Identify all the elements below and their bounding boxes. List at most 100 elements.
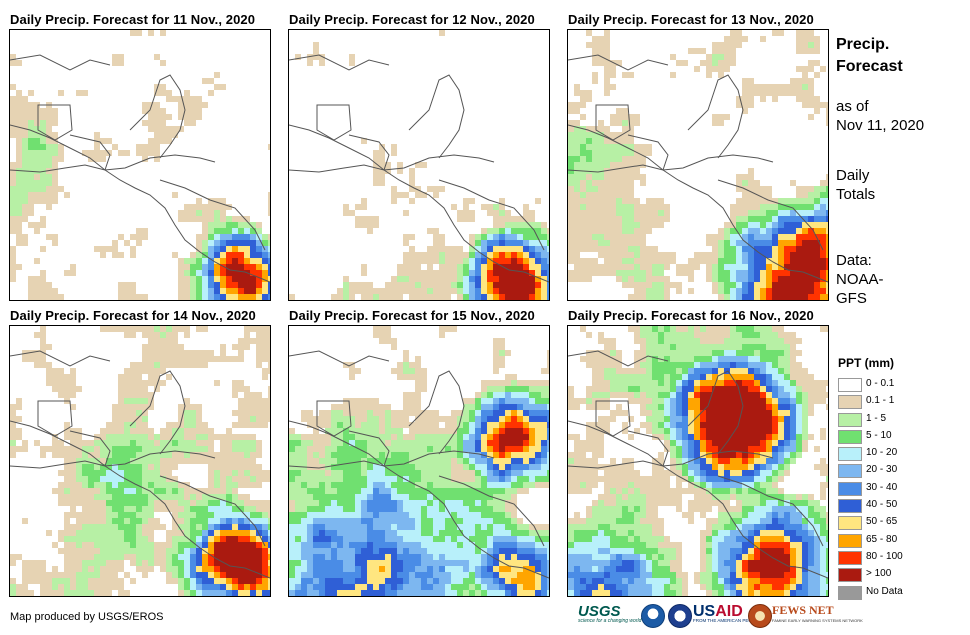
usaid-logo: USAID FROM THE AMERICAN PEOPLE — [693, 603, 760, 629]
coastline-border — [159, 179, 266, 251]
usgs-tagline: science for a changing world — [578, 618, 642, 624]
coastline-border — [438, 179, 545, 251]
forecast-map-nov-16 — [567, 325, 829, 597]
daily-totals-label: Daily Totals — [836, 166, 875, 204]
data-source-line2: NOAA- — [836, 271, 884, 288]
noaa-logo-icon — [641, 604, 665, 628]
panel-title-5: Daily Precip. Forecast for 15 Nov., 2020 — [289, 308, 535, 323]
map-credit: Map produced by USGS/EROS — [10, 611, 164, 623]
data-source-line3: GFS — [836, 290, 867, 307]
forecast-map-nov-15 — [288, 325, 550, 597]
usaid-logo-us: US — [693, 603, 716, 620]
legend-swatch — [838, 447, 862, 462]
forecast-map-nov-14 — [9, 325, 271, 597]
legend-label: 5 - 10 — [866, 429, 892, 441]
coastline-border — [289, 350, 390, 367]
precip-grid — [289, 30, 549, 300]
usaid-logo-aid: AID — [715, 603, 743, 620]
fews-net-logo: FEWS NET FAMINE EARLY WARNING SYSTEMS NE… — [772, 603, 863, 629]
legend-swatch — [838, 464, 862, 479]
data-source-line1: Data: — [836, 252, 872, 269]
usaid-tagline: FROM THE AMERICAN PEOPLE — [693, 618, 761, 623]
daily-totals-line1: Daily — [836, 167, 870, 184]
coastline-border — [348, 134, 390, 171]
coastline-border — [10, 54, 111, 71]
coastline-border — [627, 430, 669, 467]
coastline-border — [408, 74, 465, 159]
coastline-border — [568, 54, 669, 71]
legend-label: 50 - 65 — [866, 516, 898, 528]
coastline-border — [316, 400, 352, 437]
as-of-value: Nov 11, 2020 — [836, 117, 925, 134]
usgs-logo-text: USGS — [578, 603, 621, 620]
legend-label: 20 - 30 — [866, 464, 898, 476]
coastline-border — [69, 430, 111, 467]
usaid-seal-icon — [668, 604, 692, 628]
coastline-border — [568, 350, 669, 367]
legend-swatch — [838, 395, 862, 410]
coastline-border — [289, 54, 390, 71]
coastline-border — [129, 74, 186, 159]
daily-totals-line2: Totals — [836, 186, 876, 203]
precip-grid — [10, 326, 270, 596]
panel-title-6: Daily Precip. Forecast for 16 Nov., 2020 — [568, 308, 814, 323]
legend-swatch — [838, 499, 862, 514]
forecast-map-nov-11 — [9, 29, 271, 301]
sidebar-title: Precip. Forecast — [836, 34, 903, 78]
precip-grid — [568, 326, 828, 596]
fews-net-logo-text: FEWS NET — [772, 603, 834, 617]
forecast-map-nov-12 — [288, 29, 550, 301]
coastline-border — [687, 74, 744, 159]
legend-swatch — [838, 481, 862, 496]
as-of-date: as of Nov 11, 2020 — [836, 97, 924, 135]
legend-swatch — [838, 568, 862, 583]
coastline-border — [438, 475, 545, 547]
coastline-border — [10, 154, 216, 173]
coastline-border — [348, 430, 390, 467]
legend-title: PPT (mm) — [838, 356, 895, 370]
legend-swatch — [838, 429, 862, 444]
coastline-border — [627, 134, 669, 171]
legend-swatch — [838, 378, 862, 392]
legend-label: 65 - 80 — [866, 533, 898, 545]
legend-swatch — [838, 533, 862, 548]
coastline-border — [289, 450, 495, 469]
coastline-border — [568, 420, 828, 579]
panel-title-4: Daily Precip. Forecast for 14 Nov., 2020 — [10, 308, 256, 323]
sidebar-title-line1: Precip. — [836, 36, 890, 53]
coastline-border — [687, 370, 744, 455]
legend-swatch — [838, 516, 862, 531]
fews-net-tagline: FAMINE EARLY WARNING SYSTEMS NETWORK — [772, 618, 863, 623]
legend-label: 40 - 50 — [866, 499, 898, 511]
coastline-border — [37, 104, 73, 141]
forecast-map-nov-13 — [567, 29, 829, 301]
coastline-border — [10, 124, 270, 283]
coastline-border — [595, 104, 631, 141]
coastline-border — [289, 420, 549, 579]
coastline-border — [595, 400, 631, 437]
legend-label: 1 - 5 — [866, 412, 887, 424]
precip-grid — [289, 326, 549, 596]
coastline-border — [568, 450, 774, 469]
coastline-border — [408, 370, 465, 455]
usgs-logo: USGS science for a changing world — [578, 603, 642, 629]
fews-net-seal-icon — [748, 604, 772, 628]
coastline-border — [289, 124, 549, 283]
coastline-border — [159, 475, 266, 547]
coastline-border — [10, 420, 270, 579]
coastline-border — [10, 350, 111, 367]
legend-swatch — [838, 585, 862, 600]
legend-label: 80 - 100 — [866, 550, 903, 562]
legend-swatch — [838, 412, 862, 427]
legend-label: 0 - 0.1 — [866, 378, 895, 389]
precip-grid — [10, 30, 270, 300]
coastline-border — [37, 400, 73, 437]
panel-title-2: Daily Precip. Forecast for 12 Nov., 2020 — [289, 12, 535, 27]
as-of-label: as of — [836, 98, 869, 115]
coastline-border — [717, 179, 824, 251]
legend-label: 10 - 20 — [866, 447, 898, 459]
panel-title-3: Daily Precip. Forecast for 13 Nov., 2020 — [568, 12, 814, 27]
sidebar-title-line2: Forecast — [836, 58, 903, 75]
legend-label: No Data — [866, 585, 903, 597]
coastline-border — [69, 134, 111, 171]
